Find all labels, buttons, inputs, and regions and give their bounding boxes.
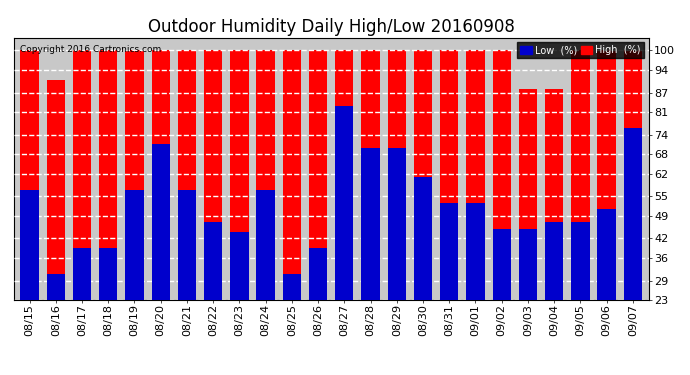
Bar [230,51,248,300]
Bar [99,51,117,300]
Bar [388,148,406,300]
Bar [126,190,144,300]
Bar [545,89,563,300]
Bar [466,51,484,300]
Bar [493,229,511,300]
Bar [257,190,275,300]
Bar [440,51,458,300]
Title: Outdoor Humidity Daily High/Low 20160908: Outdoor Humidity Daily High/Low 20160908 [148,18,515,36]
Bar [598,209,615,300]
Bar [335,51,353,300]
Bar [126,51,144,300]
Bar [545,222,563,300]
Bar [519,229,537,300]
Bar [362,148,380,300]
Bar [178,190,196,300]
Bar [335,105,353,300]
Bar [466,203,484,300]
Bar [624,128,642,300]
Bar [21,190,39,300]
Bar [230,232,248,300]
Bar [571,51,589,300]
Bar [152,51,170,300]
Bar [283,51,301,300]
Legend: Low  (%), High  (%): Low (%), High (%) [517,42,644,58]
Bar [624,51,642,300]
Bar [414,51,432,300]
Bar [73,248,91,300]
Bar [598,51,615,300]
Text: Copyright 2016 Cartronics.com: Copyright 2016 Cartronics.com [20,45,161,54]
Bar [283,274,301,300]
Bar [440,203,458,300]
Bar [519,89,537,300]
Bar [47,80,65,300]
Bar [178,51,196,300]
Bar [388,51,406,300]
Bar [21,51,39,300]
Bar [204,51,222,300]
Bar [362,51,380,300]
Bar [257,51,275,300]
Bar [493,51,511,300]
Bar [99,248,117,300]
Bar [571,222,589,300]
Bar [152,144,170,300]
Bar [309,248,327,300]
Bar [414,177,432,300]
Bar [73,51,91,300]
Bar [204,222,222,300]
Bar [309,51,327,300]
Bar [47,274,65,300]
